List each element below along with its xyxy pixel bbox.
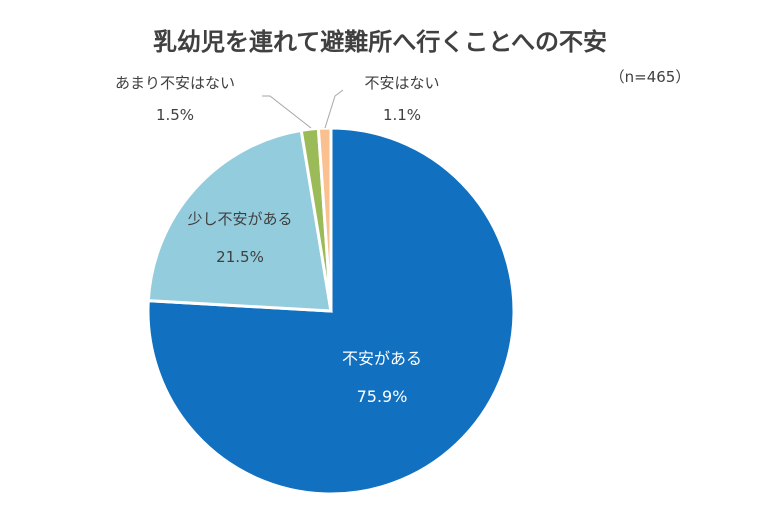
value-slice-3: 1.1%	[383, 106, 421, 124]
pie-slice-1	[146, 128, 333, 313]
pie-slice-0	[146, 126, 516, 496]
pie-slice-3	[316, 126, 333, 312]
leader-line	[262, 95, 312, 129]
chart-title: 乳幼児を連れて避難所へ行くことへの不安	[153, 28, 607, 56]
leader-line	[324, 89, 344, 129]
label-slice-1: 少し不安がある	[187, 210, 292, 228]
label-slice-0: 不安がある	[342, 349, 422, 368]
label-slice-3: 不安はない	[364, 74, 439, 92]
value-slice-0: 75.9%	[357, 387, 408, 406]
value-slice-2: 1.5%	[156, 106, 194, 124]
value-slice-1: 21.5%	[216, 248, 264, 266]
chart-subtitle: （n=465）	[610, 68, 691, 86]
label-slice-2: あまり不安はない	[115, 74, 235, 92]
